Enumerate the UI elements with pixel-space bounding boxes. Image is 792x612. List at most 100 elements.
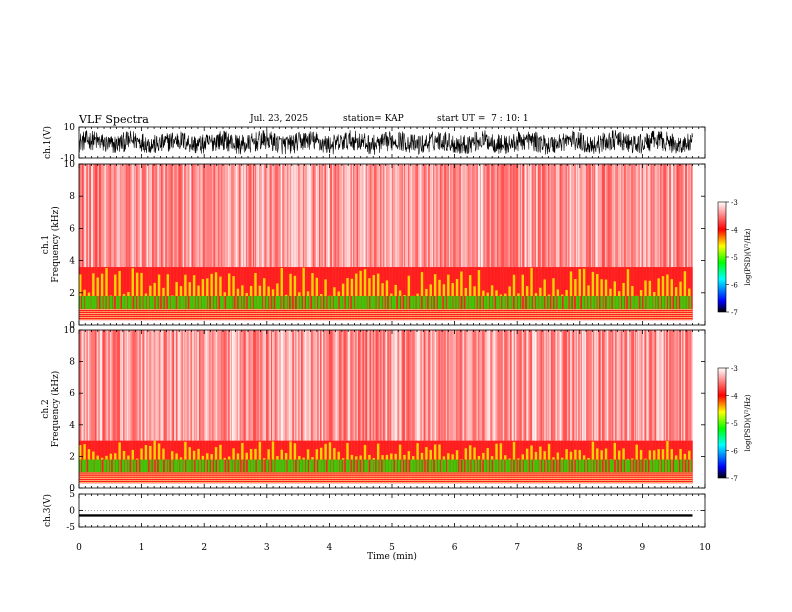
spectrogram-cell xyxy=(590,330,592,441)
spectrogram-cell xyxy=(674,459,678,473)
spectrogram-cell xyxy=(629,267,632,321)
spectrogram-cell xyxy=(331,164,334,268)
spectrogram-cell xyxy=(501,440,503,484)
spectrogram-cell xyxy=(597,296,600,309)
spectrogram-cell xyxy=(86,164,88,268)
spectrogram-cell xyxy=(210,459,213,473)
spectrogram-cell xyxy=(638,164,641,268)
spectrogram-cell xyxy=(667,296,670,309)
spectrogram-cell xyxy=(130,330,132,441)
spectrogram-cell xyxy=(649,296,653,309)
spectrogram-cell xyxy=(379,267,382,321)
spectrogram-cell xyxy=(689,330,692,441)
spectrogram-cell xyxy=(635,444,638,460)
spectrogram-cell xyxy=(232,164,235,268)
spectrogram-cell xyxy=(648,330,651,441)
spectrogram-cell xyxy=(253,459,256,473)
spectrogram-cell xyxy=(542,296,544,309)
spectrogram-cell xyxy=(156,267,159,321)
spectrogram-cell xyxy=(357,267,360,321)
spectrogram-cell xyxy=(204,267,207,321)
spectrogram-cell xyxy=(550,164,553,268)
spectrogram-cell xyxy=(327,267,330,321)
spectrogram-cell xyxy=(114,453,117,460)
spectrogram-cell xyxy=(609,288,612,297)
spectrogram-cell xyxy=(432,267,435,321)
spectrogram-cell xyxy=(112,164,115,268)
spectrogram-cell xyxy=(280,268,283,297)
spectrogram-cell xyxy=(343,164,346,268)
spectrogram-cell xyxy=(222,330,224,441)
x-tick-label: 7 xyxy=(514,543,520,553)
spectrogram-cell xyxy=(679,164,681,268)
spectrogram-cell xyxy=(653,292,656,297)
spectrogram-cell xyxy=(365,164,367,268)
spectrogram-cell xyxy=(327,296,330,309)
spectrogram-cell xyxy=(368,330,370,441)
spectrogram-cell xyxy=(198,164,201,268)
spectrogram-cell xyxy=(248,330,251,441)
spectrogram-cell xyxy=(572,330,575,441)
spectrogram-cell xyxy=(420,452,424,460)
spectrogram-cell xyxy=(82,459,86,473)
spectrogram-cell xyxy=(511,164,514,268)
ch1-waveform-trace xyxy=(78,130,693,156)
spectrogram-cell xyxy=(502,459,505,473)
spectrogram-cell xyxy=(192,459,195,473)
spectrogram-cell xyxy=(108,267,110,321)
spectrogram-cell xyxy=(464,330,467,441)
spectrogram-cell xyxy=(616,440,619,484)
spectrogram-cell xyxy=(90,330,93,441)
spectrogram-cell xyxy=(124,330,126,441)
spectrogram-cell xyxy=(280,449,283,460)
spectrogram-cell xyxy=(302,330,305,441)
spectrogram-cell xyxy=(483,164,486,268)
spectrogram-cell xyxy=(165,330,167,441)
spectrogram-cell xyxy=(398,296,401,309)
spectrogram-cell xyxy=(305,267,308,321)
spectrogram-cell xyxy=(118,442,121,460)
spectrogram-cell xyxy=(523,296,526,309)
spectrogram-cell xyxy=(242,440,245,484)
spectrogram-cell xyxy=(499,330,502,441)
spectrogram-cell xyxy=(606,164,608,268)
spectrogram-cell xyxy=(368,278,371,297)
spectrogram-cell xyxy=(425,447,428,460)
spectrogram-cell xyxy=(517,330,519,441)
spectrogram-cell xyxy=(434,459,438,473)
spectrogram-cell xyxy=(655,330,658,441)
spectrogram-cell xyxy=(127,164,129,268)
spectrogram-cell xyxy=(165,164,167,268)
spectrogram-cell xyxy=(183,296,186,309)
spectrogram-cell xyxy=(99,267,102,321)
spectrogram-cell xyxy=(413,164,416,268)
spectrogram-cell xyxy=(382,164,385,268)
spectrogram-cell xyxy=(181,164,183,268)
spectrogram-cell xyxy=(477,455,481,460)
spectrogram-cell xyxy=(663,330,665,441)
spectrogram-cell xyxy=(569,451,573,460)
spectrogram-cell xyxy=(562,267,565,321)
spectrogram-cell xyxy=(666,330,668,441)
spectrogram-cell xyxy=(401,164,404,268)
spectrogram-cell xyxy=(261,330,264,441)
spectrogram-cell xyxy=(315,459,317,473)
spectrogram-cell xyxy=(257,330,259,441)
spectrogram-cell xyxy=(173,267,176,321)
spectrogram-cell xyxy=(210,273,213,297)
spectrogram-cell xyxy=(561,294,564,297)
spectrogram-cell xyxy=(641,164,644,268)
colorbar-tick-label: -3 xyxy=(731,365,738,373)
spectrogram-cell xyxy=(284,294,288,297)
spectrogram-cell xyxy=(371,330,373,441)
spectrogram-cell xyxy=(232,459,235,473)
spectrogram-cell xyxy=(416,443,419,460)
spectrogram-cell xyxy=(646,296,650,309)
spectrogram-cell xyxy=(689,164,692,268)
y-tick-label: 6 xyxy=(69,224,75,234)
spectrogram-cell xyxy=(258,441,262,460)
spectrogram-cell xyxy=(680,296,684,309)
spectrogram-cell xyxy=(600,164,603,268)
spectrogram-cell xyxy=(669,267,671,321)
spectrogram-cell xyxy=(568,164,570,268)
